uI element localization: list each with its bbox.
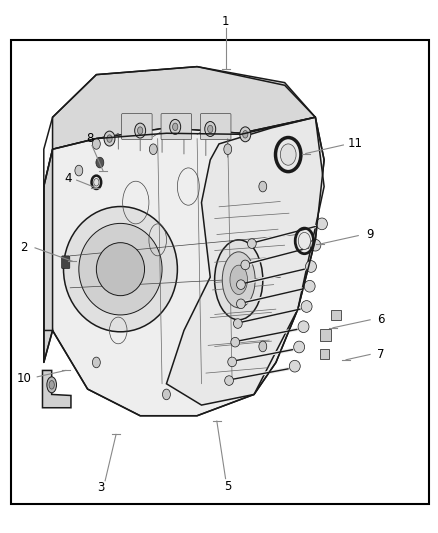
Text: 10: 10 — [17, 372, 32, 385]
Ellipse shape — [259, 181, 267, 192]
Ellipse shape — [92, 139, 100, 149]
Polygon shape — [44, 69, 324, 416]
Ellipse shape — [289, 360, 300, 372]
Ellipse shape — [79, 223, 162, 315]
Ellipse shape — [107, 135, 112, 142]
Ellipse shape — [230, 265, 247, 294]
Ellipse shape — [92, 357, 100, 368]
Bar — [11, 40, 429, 504]
Bar — [320, 329, 331, 341]
Ellipse shape — [47, 377, 57, 393]
Ellipse shape — [215, 240, 263, 320]
FancyBboxPatch shape — [161, 114, 191, 140]
Ellipse shape — [205, 122, 215, 136]
Bar — [331, 310, 341, 320]
Ellipse shape — [298, 232, 311, 249]
Text: 3: 3 — [97, 481, 104, 494]
Ellipse shape — [241, 260, 250, 270]
Text: 9: 9 — [366, 228, 374, 241]
FancyBboxPatch shape — [122, 114, 152, 140]
Ellipse shape — [138, 127, 143, 134]
Ellipse shape — [293, 341, 305, 353]
Text: 1: 1 — [222, 15, 230, 28]
Ellipse shape — [162, 389, 170, 400]
Text: 7: 7 — [377, 348, 385, 361]
Ellipse shape — [225, 376, 233, 385]
Text: 5: 5 — [224, 480, 231, 492]
Ellipse shape — [135, 123, 145, 138]
Ellipse shape — [96, 157, 104, 168]
FancyBboxPatch shape — [201, 114, 231, 140]
Ellipse shape — [237, 280, 245, 289]
Ellipse shape — [240, 127, 251, 142]
Ellipse shape — [170, 119, 180, 134]
Ellipse shape — [233, 319, 242, 328]
Text: 6: 6 — [377, 313, 385, 326]
Ellipse shape — [301, 301, 312, 312]
Ellipse shape — [96, 243, 145, 296]
Ellipse shape — [310, 239, 321, 251]
Ellipse shape — [231, 337, 240, 347]
Polygon shape — [42, 370, 71, 408]
Ellipse shape — [222, 252, 255, 308]
Ellipse shape — [104, 131, 115, 146]
Text: 4: 4 — [64, 172, 72, 185]
Text: 8: 8 — [86, 132, 93, 145]
Ellipse shape — [237, 299, 245, 309]
Ellipse shape — [316, 218, 328, 230]
Ellipse shape — [224, 144, 232, 155]
Ellipse shape — [304, 280, 315, 292]
Ellipse shape — [64, 206, 177, 332]
Ellipse shape — [298, 321, 309, 333]
Ellipse shape — [280, 144, 296, 165]
Text: 11: 11 — [347, 138, 362, 150]
Ellipse shape — [49, 381, 54, 389]
Polygon shape — [53, 67, 315, 149]
FancyBboxPatch shape — [62, 256, 70, 269]
Polygon shape — [44, 149, 53, 362]
Ellipse shape — [228, 357, 237, 367]
Ellipse shape — [75, 165, 83, 176]
Bar — [320, 349, 329, 359]
Polygon shape — [166, 117, 324, 405]
Ellipse shape — [259, 341, 267, 352]
Ellipse shape — [305, 261, 316, 272]
Ellipse shape — [208, 125, 213, 133]
Text: 2: 2 — [20, 241, 28, 254]
Ellipse shape — [173, 123, 178, 131]
Ellipse shape — [243, 131, 248, 138]
Polygon shape — [44, 117, 324, 416]
Ellipse shape — [94, 179, 99, 186]
Ellipse shape — [149, 144, 157, 155]
Ellipse shape — [247, 239, 256, 248]
